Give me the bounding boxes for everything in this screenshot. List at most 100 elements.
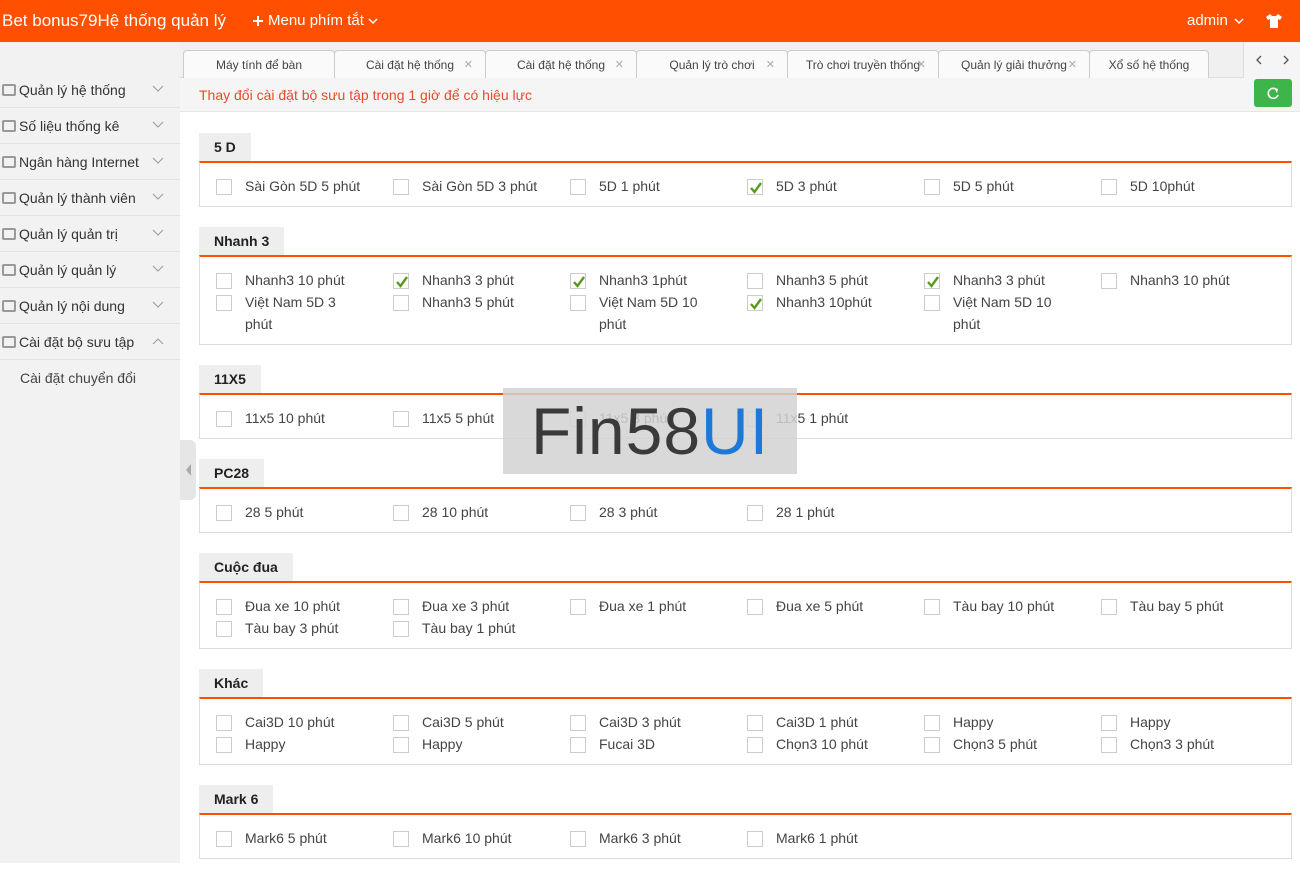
checkbox[interactable]: [216, 295, 232, 311]
checkbox-item[interactable]: Đua xe 1 phút: [570, 595, 747, 617]
checkbox[interactable]: [393, 505, 409, 521]
checkbox[interactable]: [924, 715, 940, 731]
checkbox-item[interactable]: Nhanh3 10 phút: [216, 269, 393, 291]
checkbox[interactable]: [216, 715, 232, 731]
checkbox-item[interactable]: Tàu bay 3 phút: [216, 617, 393, 639]
checkbox[interactable]: [747, 831, 763, 847]
checkbox[interactable]: [393, 831, 409, 847]
checkbox-item[interactable]: Việt Nam 5D 10 phút: [924, 291, 1101, 335]
checkbox-checked[interactable]: [570, 273, 586, 289]
tab[interactable]: Trò chơi truyền thống ✕: [787, 50, 939, 78]
checkbox[interactable]: [924, 179, 940, 195]
checkbox-item[interactable]: Nhanh3 3 phút: [393, 269, 570, 291]
checkbox-item[interactable]: Sài Gòn 5D 5 phút: [216, 175, 393, 197]
tab-close[interactable]: ✕: [463, 59, 473, 71]
checkbox-item[interactable]: Cai3D 5 phút: [393, 711, 570, 733]
checkbox[interactable]: [570, 831, 586, 847]
app-title[interactable]: Bet bonus79Hệ thống quản lý: [2, 11, 227, 30]
tab-close[interactable]: ✕: [614, 59, 624, 71]
arrows-icon[interactable]: [1244, 42, 1300, 78]
sidebar-item[interactable]: Quản lý hệ thống: [0, 72, 180, 108]
checkbox[interactable]: [570, 179, 586, 195]
sidebar-item[interactable]: Quản lý nội dung: [0, 288, 180, 324]
checkbox-checked[interactable]: [393, 273, 409, 289]
checkbox[interactable]: [393, 295, 409, 311]
checkbox-item[interactable]: Việt Nam 5D 3 phút: [216, 291, 393, 335]
checkbox-item[interactable]: Đua xe 3 phút: [393, 595, 570, 617]
checkbox-item[interactable]: 5D 10phút: [1101, 175, 1278, 197]
checkbox-item[interactable]: Đua xe 10 phút: [216, 595, 393, 617]
checkbox[interactable]: [924, 737, 940, 753]
checkbox-item[interactable]: 11x5 5 phút: [393, 407, 570, 429]
sidebar-item[interactable]: Ngân hàng Internet: [0, 144, 180, 180]
checkbox-item[interactable]: 28 10 phút: [393, 501, 570, 523]
checkbox[interactable]: [216, 599, 232, 615]
checkbox[interactable]: [393, 411, 409, 427]
checkbox-item[interactable]: Nhanh3 3 phút: [924, 269, 1101, 291]
checkbox-item[interactable]: Tàu bay 10 phút: [924, 595, 1101, 617]
checkbox-item[interactable]: 28 3 phút: [570, 501, 747, 523]
checkbox-item[interactable]: 11x5 10 phút: [216, 407, 393, 429]
checkbox-item[interactable]: 5D 5 phút: [924, 175, 1101, 197]
sidebar-subitem[interactable]: Cài đặt chuyển đổi: [20, 370, 136, 386]
checkbox-item[interactable]: 5D 1 phút: [570, 175, 747, 197]
tab[interactable]: Xổ số hệ thống: [1089, 50, 1209, 78]
checkbox[interactable]: [747, 599, 763, 615]
checkbox[interactable]: [1101, 273, 1117, 289]
checkbox-item[interactable]: Nhanh3 10 phút: [1101, 269, 1278, 291]
checkbox-item[interactable]: Tàu bay 1 phút: [393, 617, 570, 639]
checkbox[interactable]: [216, 831, 232, 847]
checkbox[interactable]: [570, 505, 586, 521]
checkbox-item[interactable]: Chọn3 3 phút: [1101, 733, 1278, 755]
checkbox[interactable]: [570, 599, 586, 615]
tab[interactable]: Cài đặt hệ thống ✕: [334, 50, 486, 78]
checkbox-checked[interactable]: [747, 295, 763, 311]
sidebar-item[interactable]: Quản lý thành viên: [0, 180, 180, 216]
checkbox-item[interactable]: Cai3D 10 phút: [216, 711, 393, 733]
checkbox[interactable]: [570, 715, 586, 731]
checkbox[interactable]: [393, 715, 409, 731]
checkbox[interactable]: [570, 737, 586, 753]
checkbox[interactable]: [216, 179, 232, 195]
checkbox-item[interactable]: Chọn3 10 phút: [747, 733, 924, 755]
checkbox-checked[interactable]: [924, 273, 940, 289]
checkbox-item[interactable]: Nhanh3 10phút: [747, 291, 924, 335]
checkbox-item[interactable]: Mark6 10 phút: [393, 827, 570, 849]
checkbox[interactable]: [216, 505, 232, 521]
checkbox[interactable]: [216, 737, 232, 753]
sidebar-item[interactable]: Quản lý quản lý: [0, 252, 180, 288]
checkbox-item[interactable]: Happy: [393, 733, 570, 755]
checkbox[interactable]: [1101, 179, 1117, 195]
checkbox[interactable]: [1101, 715, 1117, 731]
checkbox[interactable]: [216, 273, 232, 289]
checkbox-item[interactable]: Chọn3 5 phút: [924, 733, 1101, 755]
checkbox[interactable]: [393, 737, 409, 753]
checkbox[interactable]: [1101, 737, 1117, 753]
checkbox-item[interactable]: Tàu bay 5 phút: [1101, 595, 1278, 617]
checkbox-item[interactable]: Happy: [1101, 711, 1278, 733]
user-menu[interactable]: admin: [1187, 12, 1244, 29]
tab-close[interactable]: ✕: [1067, 59, 1077, 71]
checkbox-item[interactable]: Sài Gòn 5D 3 phút: [393, 175, 570, 197]
checkbox[interactable]: [216, 411, 232, 427]
checkbox-item[interactable]: Đua xe 5 phút: [747, 595, 924, 617]
checkbox[interactable]: [924, 599, 940, 615]
checkbox[interactable]: [393, 621, 409, 637]
checkbox[interactable]: [393, 599, 409, 615]
checkbox[interactable]: [747, 737, 763, 753]
checkbox-item[interactable]: Nhanh3 5 phút: [393, 291, 570, 335]
checkbox-item[interactable]: Fucai 3D: [570, 733, 747, 755]
sidebar-item[interactable]: Quản lý quản trị: [0, 216, 180, 252]
tab[interactable]: Cài đặt hệ thống ✕: [485, 50, 637, 78]
checkbox-item[interactable]: 28 1 phút: [747, 501, 924, 523]
checkbox[interactable]: [747, 505, 763, 521]
tab[interactable]: Quản lý giải thưởng ✕: [938, 50, 1090, 78]
checkbox-item[interactable]: Nhanh3 1phút: [570, 269, 747, 291]
checkbox[interactable]: [924, 295, 940, 311]
checkbox[interactable]: [1101, 599, 1117, 615]
checkbox-item[interactable]: Happy: [924, 711, 1101, 733]
checkbox[interactable]: [570, 295, 586, 311]
checkbox-item[interactable]: Cai3D 1 phút: [747, 711, 924, 733]
shortcut-menu[interactable]: Menu phím tắt: [252, 12, 378, 29]
checkbox-item[interactable]: 5D 3 phút: [747, 175, 924, 197]
